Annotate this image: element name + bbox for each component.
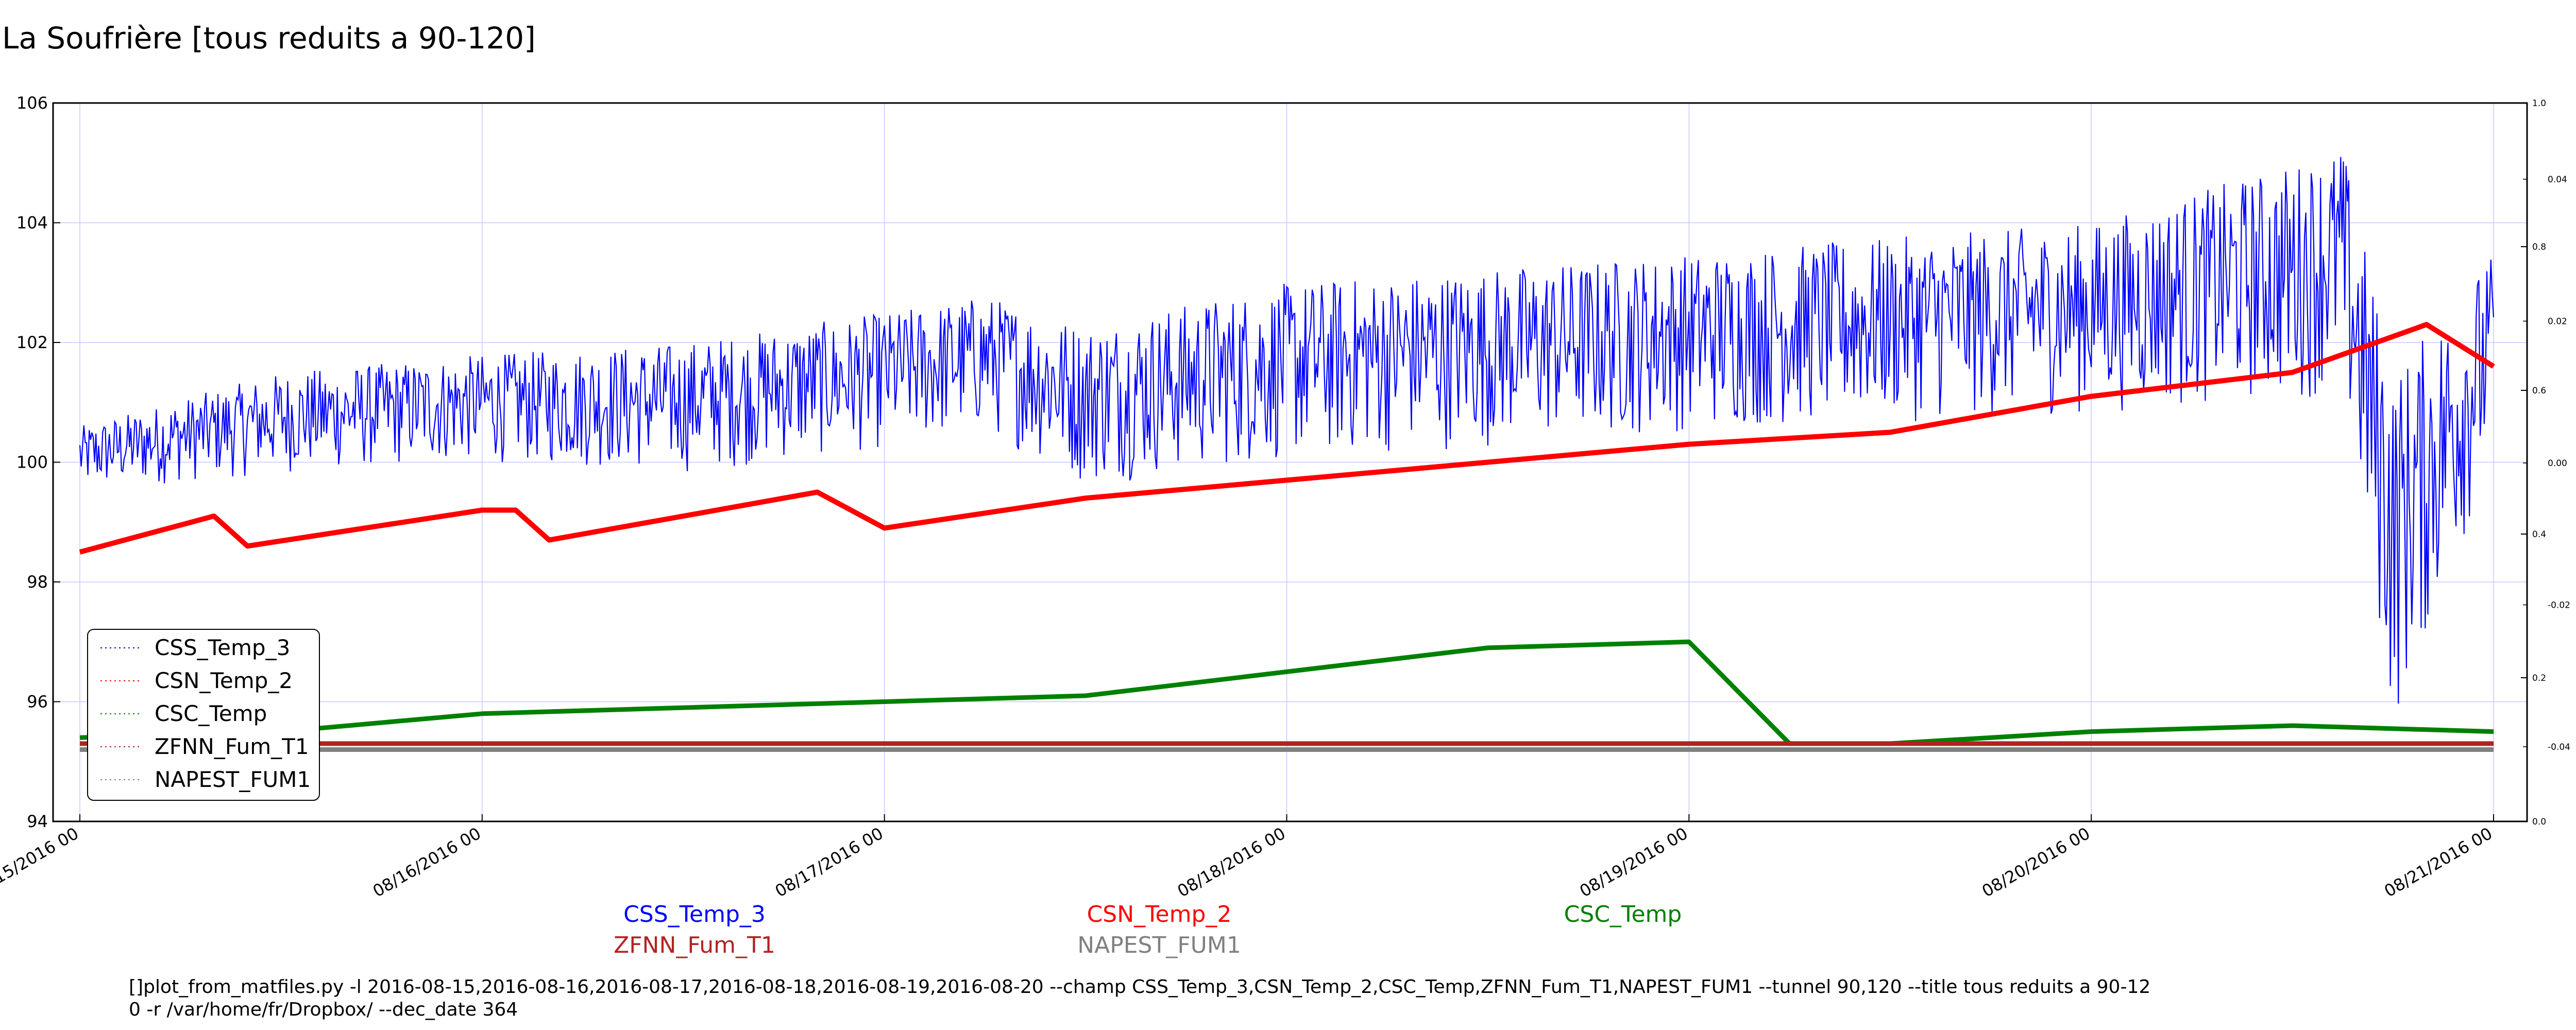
x-tick-label: 08/18/2016 00 xyxy=(1174,823,1289,901)
grid xyxy=(53,103,2527,821)
chart-title: La Soufrière [tous reduits a 90-120] xyxy=(2,21,536,56)
y-tick-label: 96 xyxy=(27,692,48,712)
y-tick-label: 94 xyxy=(27,812,48,831)
right-axis-b-tick-label: 0.00 xyxy=(2548,458,2567,469)
series-label: CSS_Temp_3 xyxy=(623,901,766,928)
series-label: CSC_Temp xyxy=(1564,901,1682,928)
x-tick-label: 08/20/2016 00 xyxy=(1978,823,2093,901)
legend-entry-label: NAPEST_FUM1 xyxy=(155,767,311,792)
series-label: CSN_Temp_2 xyxy=(1087,901,1232,928)
right-axis-b-tick-label: 0.02 xyxy=(2548,317,2567,327)
y-tick-label: 100 xyxy=(16,453,48,472)
x-tick-label: 08/19/2016 00 xyxy=(1577,823,1691,901)
legend-entry-label: CSC_Temp xyxy=(155,701,267,726)
y-tick-label: 104 xyxy=(16,213,48,233)
legend-box xyxy=(87,629,320,801)
right-axis-a-tick-label: 0.4 xyxy=(2532,529,2546,540)
series-line xyxy=(79,639,2494,746)
right-axis-b-tick-label: -0.04 xyxy=(2548,742,2570,752)
command-line-1: []plot_from_matfiles.py -l 2016-08-15,20… xyxy=(129,976,2151,998)
series-label: ZFNN_Fum_T1 xyxy=(614,932,775,958)
legend-entry-label: ZFNN_Fum_T1 xyxy=(155,734,309,759)
series-label: NAPEST_FUM1 xyxy=(1077,932,1241,958)
legend-entry-label: CSN_Temp_2 xyxy=(155,668,293,693)
y-tick-label: 102 xyxy=(16,333,48,352)
command-line-text: []plot_from_matfiles.py -l 2016-08-15,20… xyxy=(129,976,2150,1021)
right-axis-b-tick-label: -0.02 xyxy=(2548,600,2570,611)
right-axis-a-tick-label: 1.0 xyxy=(2532,98,2546,109)
y-tick-label: 98 xyxy=(27,572,48,592)
command-line-2: 0 -r /var/home/fr/Dropbox/ --dec_date 36… xyxy=(129,999,518,1020)
x-tick-label: 08/17/2016 00 xyxy=(772,823,887,901)
x-tick-label: 08/16/2016 00 xyxy=(369,823,484,901)
x-tick-label: 08/15/2016 00 xyxy=(0,823,82,901)
right-axis-a-tick-label: 0.2 xyxy=(2532,673,2546,683)
legend-entry-label: CSS_Temp_3 xyxy=(155,635,290,660)
legend: CSS_Temp_3 CSN_Temp_2 CSC_Temp ZFNN_Fum_T1 N… xyxy=(87,629,320,801)
y-tick-label: 106 xyxy=(16,93,48,113)
series-layer xyxy=(79,157,2495,752)
right-axis-b-tick-label: 0.04 xyxy=(2548,175,2567,185)
right-axis-a-tick-label: 0.6 xyxy=(2532,386,2546,396)
series-line xyxy=(79,322,2495,555)
right-axis-a-tick-label: 0.8 xyxy=(2532,242,2546,252)
series-line xyxy=(79,157,2495,704)
x-tick-label: 08/21/2016 00 xyxy=(2381,823,2496,901)
right-axis-a-tick-label: 0.0 xyxy=(2532,817,2546,827)
